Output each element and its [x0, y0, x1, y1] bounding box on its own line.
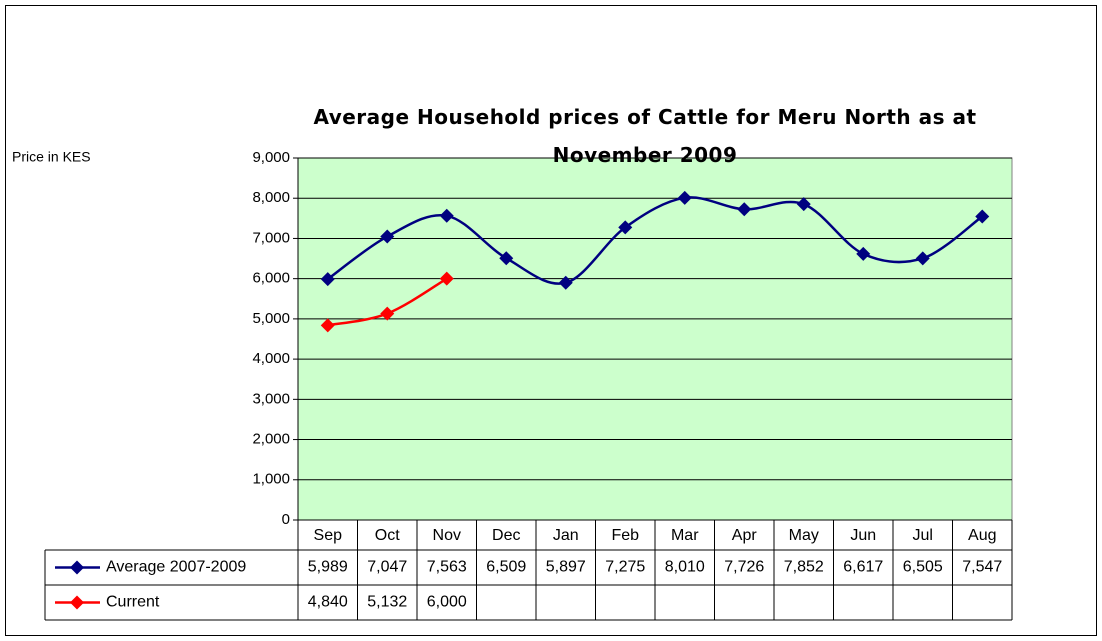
- y-tick-label: 8,000: [252, 189, 290, 206]
- y-tick-label: 7,000: [252, 229, 290, 246]
- y-tick-label: 0: [282, 511, 290, 528]
- x-tick-label: Apr: [732, 527, 758, 544]
- table-value: 5,989: [308, 559, 348, 576]
- marker: [915, 251, 930, 266]
- x-tick-label: Jul: [913, 527, 933, 544]
- table-value: 5,132: [367, 594, 407, 611]
- x-tick-label: Sep: [314, 527, 343, 544]
- marker: [737, 202, 752, 217]
- marker: [320, 272, 335, 287]
- table-value: 7,547: [962, 559, 1002, 576]
- chart-title: Average Household prices of Cattle for M…: [313, 105, 977, 167]
- y-axis-label: Price in KES: [12, 149, 91, 165]
- y-tick-label: 3,000: [252, 390, 290, 407]
- marker: [856, 246, 871, 261]
- x-tick-label: Jun: [850, 527, 876, 544]
- marker: [499, 251, 514, 266]
- marker: [320, 318, 335, 333]
- marker: [796, 197, 811, 212]
- x-tick-label: Oct: [375, 527, 400, 544]
- table-value: 7,047: [367, 559, 407, 576]
- marker: [558, 275, 573, 290]
- marker: [70, 595, 84, 610]
- marker: [380, 306, 395, 321]
- table-value: 7,275: [605, 559, 645, 576]
- x-tick-label: Feb: [611, 527, 639, 544]
- x-tick-label: Aug: [968, 527, 996, 544]
- plot-area: [297, 157, 1013, 521]
- table-value: 7,852: [784, 559, 824, 576]
- y-tick-label: 6,000: [252, 270, 290, 287]
- marker: [439, 271, 454, 286]
- marker: [70, 560, 84, 575]
- y-tick-label: 9,000: [252, 149, 290, 166]
- legend-label: Current: [106, 594, 160, 611]
- x-tick-label: Jan: [553, 527, 579, 544]
- marker: [975, 209, 990, 224]
- marker: [677, 190, 692, 205]
- table-value: 6,509: [486, 559, 526, 576]
- x-tick-label: May: [789, 527, 819, 544]
- x-tick-label: Nov: [433, 527, 461, 544]
- table-value: 5,897: [546, 559, 586, 576]
- y-tick-label: 2,000: [252, 431, 290, 448]
- table-value: 4,840: [308, 594, 348, 611]
- table-value: 7,726: [724, 559, 764, 576]
- y-tick-label: 5,000: [252, 310, 290, 327]
- table-value: 6,000: [427, 594, 467, 611]
- y-tick-label: 4,000: [252, 350, 290, 367]
- table-value: 7,563: [427, 559, 467, 576]
- table-value: 8,010: [665, 559, 705, 576]
- marker: [439, 208, 454, 223]
- x-tick-label: Mar: [671, 527, 699, 544]
- marker: [380, 229, 395, 244]
- marker: [618, 220, 633, 235]
- y-tick-label: 1,000: [252, 471, 290, 488]
- x-tick-label: Dec: [492, 527, 520, 544]
- table-value: 6,505: [903, 559, 943, 576]
- legend-label: Average 2007-2009: [106, 559, 246, 576]
- table-value: 6,617: [843, 559, 883, 576]
